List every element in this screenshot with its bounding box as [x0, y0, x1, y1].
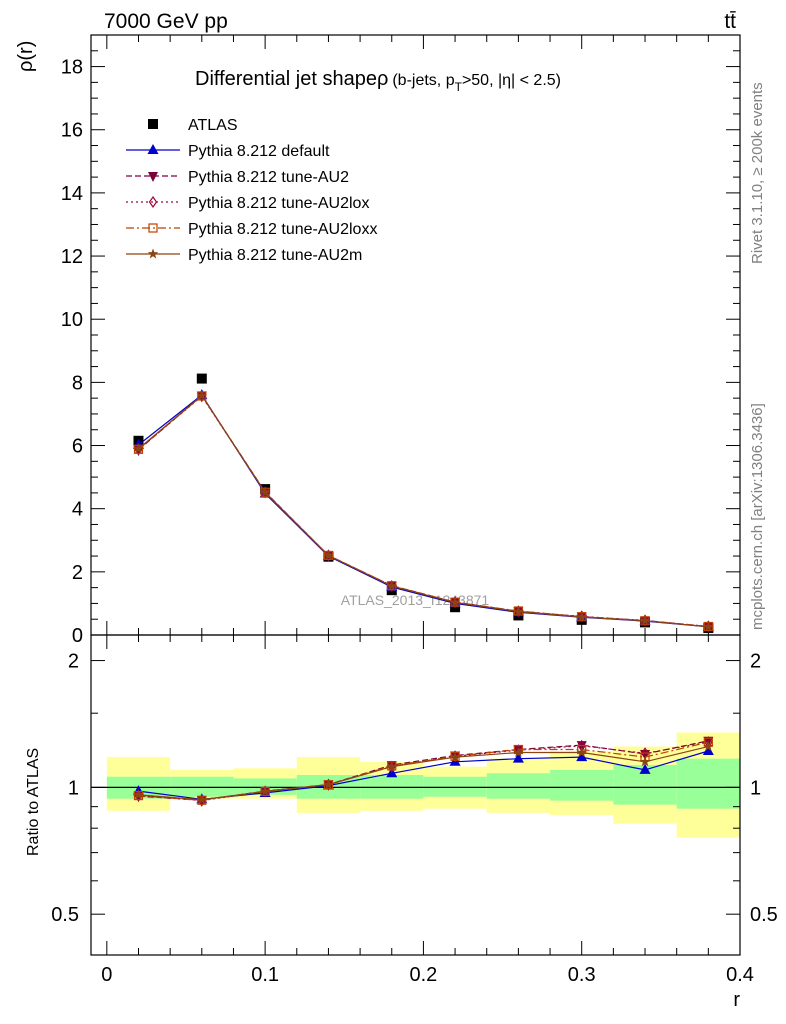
main-point-au2m	[259, 486, 271, 497]
legend-label: Pythia 8.212 tune-AU2loxx	[188, 221, 377, 238]
band-inner	[423, 776, 487, 797]
ratio-point-au2lox	[514, 744, 523, 757]
legend-marker	[147, 144, 159, 154]
ratio-point-au2m	[323, 779, 334, 790]
band-inner	[170, 776, 234, 797]
legend-item-au2m: Pythia 8.212 tune-AU2m	[126, 247, 362, 264]
ratio-axes: 0.5 0.5 1 1 2 2 0 0.1 0.2 0.3 0.4	[51, 635, 778, 986]
main-point-au2lox	[577, 610, 586, 623]
ratio-point-au2m	[196, 794, 208, 805]
main-point-au2m	[639, 615, 651, 626]
legend-marker	[148, 119, 158, 129]
x-tick-label: 0.1	[251, 964, 279, 986]
ratio-point-au2m	[513, 747, 524, 757]
main-ytick-label: 0	[72, 625, 83, 647]
ratio-point-au2m	[703, 741, 714, 751]
legend-label: Pythia 8.212 default	[188, 143, 330, 160]
ratio-point-au2m	[449, 751, 461, 762]
x-axis-label: r	[733, 989, 740, 1011]
ratio-point-default	[576, 751, 588, 762]
ratio-point-au2m	[259, 785, 271, 796]
legend-marker	[148, 172, 158, 182]
main-ylabel: ρ(r)	[15, 41, 37, 72]
x-tick-label: 0.2	[410, 964, 438, 986]
main-point-au2m	[386, 580, 397, 591]
legend-item-au2: Pythia 8.212 tune-AU2	[126, 169, 349, 186]
legend-item-au2loxx: Pythia 8.212 tune-AU2loxx	[126, 221, 377, 238]
ratio-point-au2m	[639, 756, 651, 767]
legend-marker	[148, 223, 158, 233]
ratio-point-au2m	[133, 789, 144, 800]
main-ytick-label: 2	[72, 562, 83, 584]
legend: ATLAS Pythia 8.212 default Pythia 8.212 tu…	[126, 117, 377, 264]
main-ytick-label: 18	[61, 57, 83, 79]
main-point-au2m	[449, 596, 461, 607]
x-tick-label: 0.4	[726, 964, 754, 986]
ratio-line-au2loxx	[138, 741, 709, 801]
main-point-au2m	[133, 443, 144, 454]
ratio-ytick-label-right: 2	[750, 651, 761, 673]
title-detail-a: (b-jets, p	[392, 72, 454, 89]
ratio-point-au2m	[386, 761, 397, 772]
legend-label: Pythia 8.212 tune-AU2lox	[188, 195, 369, 212]
main-ytick-label: 6	[72, 436, 83, 458]
main-ytick-label: 16	[61, 120, 83, 142]
mcplots-label: mcplots.cern.ch [arXiv:1306.3436]	[749, 403, 766, 630]
ratio-ytick-label-right: 1	[750, 777, 761, 799]
ratio-point-default	[512, 752, 524, 763]
main-axes: 0 2 4 6 8 10 12 14 16 18	[61, 34, 741, 647]
main-point-au2m	[513, 606, 524, 617]
ratio-point-au2m	[576, 747, 587, 757]
main-point-au2lox	[514, 605, 523, 618]
title-detail-sub: T	[455, 80, 463, 94]
legend-item-au2lox: Pythia 8.212 tune-AU2lox	[126, 195, 369, 212]
ratio-line-au2m	[138, 746, 709, 801]
legend-label: Pythia 8.212 tune-AU2m	[188, 247, 362, 264]
x-tick-label: 0.3	[568, 964, 596, 986]
main-ytick-label: 4	[72, 499, 83, 521]
ratio-point-default	[639, 763, 651, 774]
main-ytick-label: 14	[61, 183, 83, 205]
main-point-au2m	[576, 611, 587, 622]
ratio-series	[132, 736, 714, 807]
main-point-atlas	[196, 373, 207, 384]
ratio-ytick-label-left: 2	[68, 651, 79, 673]
main-point-au2lox	[640, 614, 650, 627]
ratio-frame	[90, 634, 741, 956]
band-inner	[550, 769, 614, 801]
legend-label: Pythia 8.212 tune-AU2	[188, 169, 349, 186]
main-point-au2lox	[704, 620, 713, 633]
rivet-label: Rivet 3.1.10, ≥ 200k events	[749, 82, 766, 264]
ratio-point-default	[702, 744, 714, 755]
ratio-ytick-label-right: 0.5	[750, 904, 778, 926]
band-inner	[676, 758, 740, 809]
legend-label: ATLAS	[188, 117, 238, 134]
ratio-ytick-label-left: 0.5	[51, 904, 79, 926]
header-right: tt̄	[724, 10, 736, 33]
legend-marker	[148, 195, 158, 209]
main-ytick-label: 12	[61, 246, 83, 268]
ratio-ylabel: Ratio to ATLAS	[25, 748, 42, 856]
main-point-au2m	[196, 390, 208, 401]
main-series	[132, 373, 714, 634]
ratio-ytick-label-left: 1	[68, 777, 79, 799]
title-main: Differential jet shapeρ	[195, 68, 388, 90]
main-point-au2m	[703, 621, 714, 632]
x-tick-label: 0	[101, 964, 112, 986]
band-inner	[486, 773, 551, 799]
legend-item-default: Pythia 8.212 default	[126, 143, 330, 160]
main-ytick-label: 10	[61, 309, 83, 331]
main-point-au2lox	[450, 596, 460, 609]
header-left: 7000 GeV pp	[104, 10, 228, 33]
ratio-point-au2lox	[450, 750, 460, 763]
title-detail-b: >50, |η| < 2.5)	[462, 72, 561, 89]
legend-marker	[147, 248, 159, 259]
main-point-au2m	[323, 549, 334, 560]
main-ytick-label: 8	[72, 372, 83, 394]
main-title: Differential jet shapeρ (b-jets, pT>50, |…	[195, 68, 561, 94]
main-line-au2m	[138, 394, 709, 628]
legend-item-atlas: ATLAS	[148, 117, 238, 134]
